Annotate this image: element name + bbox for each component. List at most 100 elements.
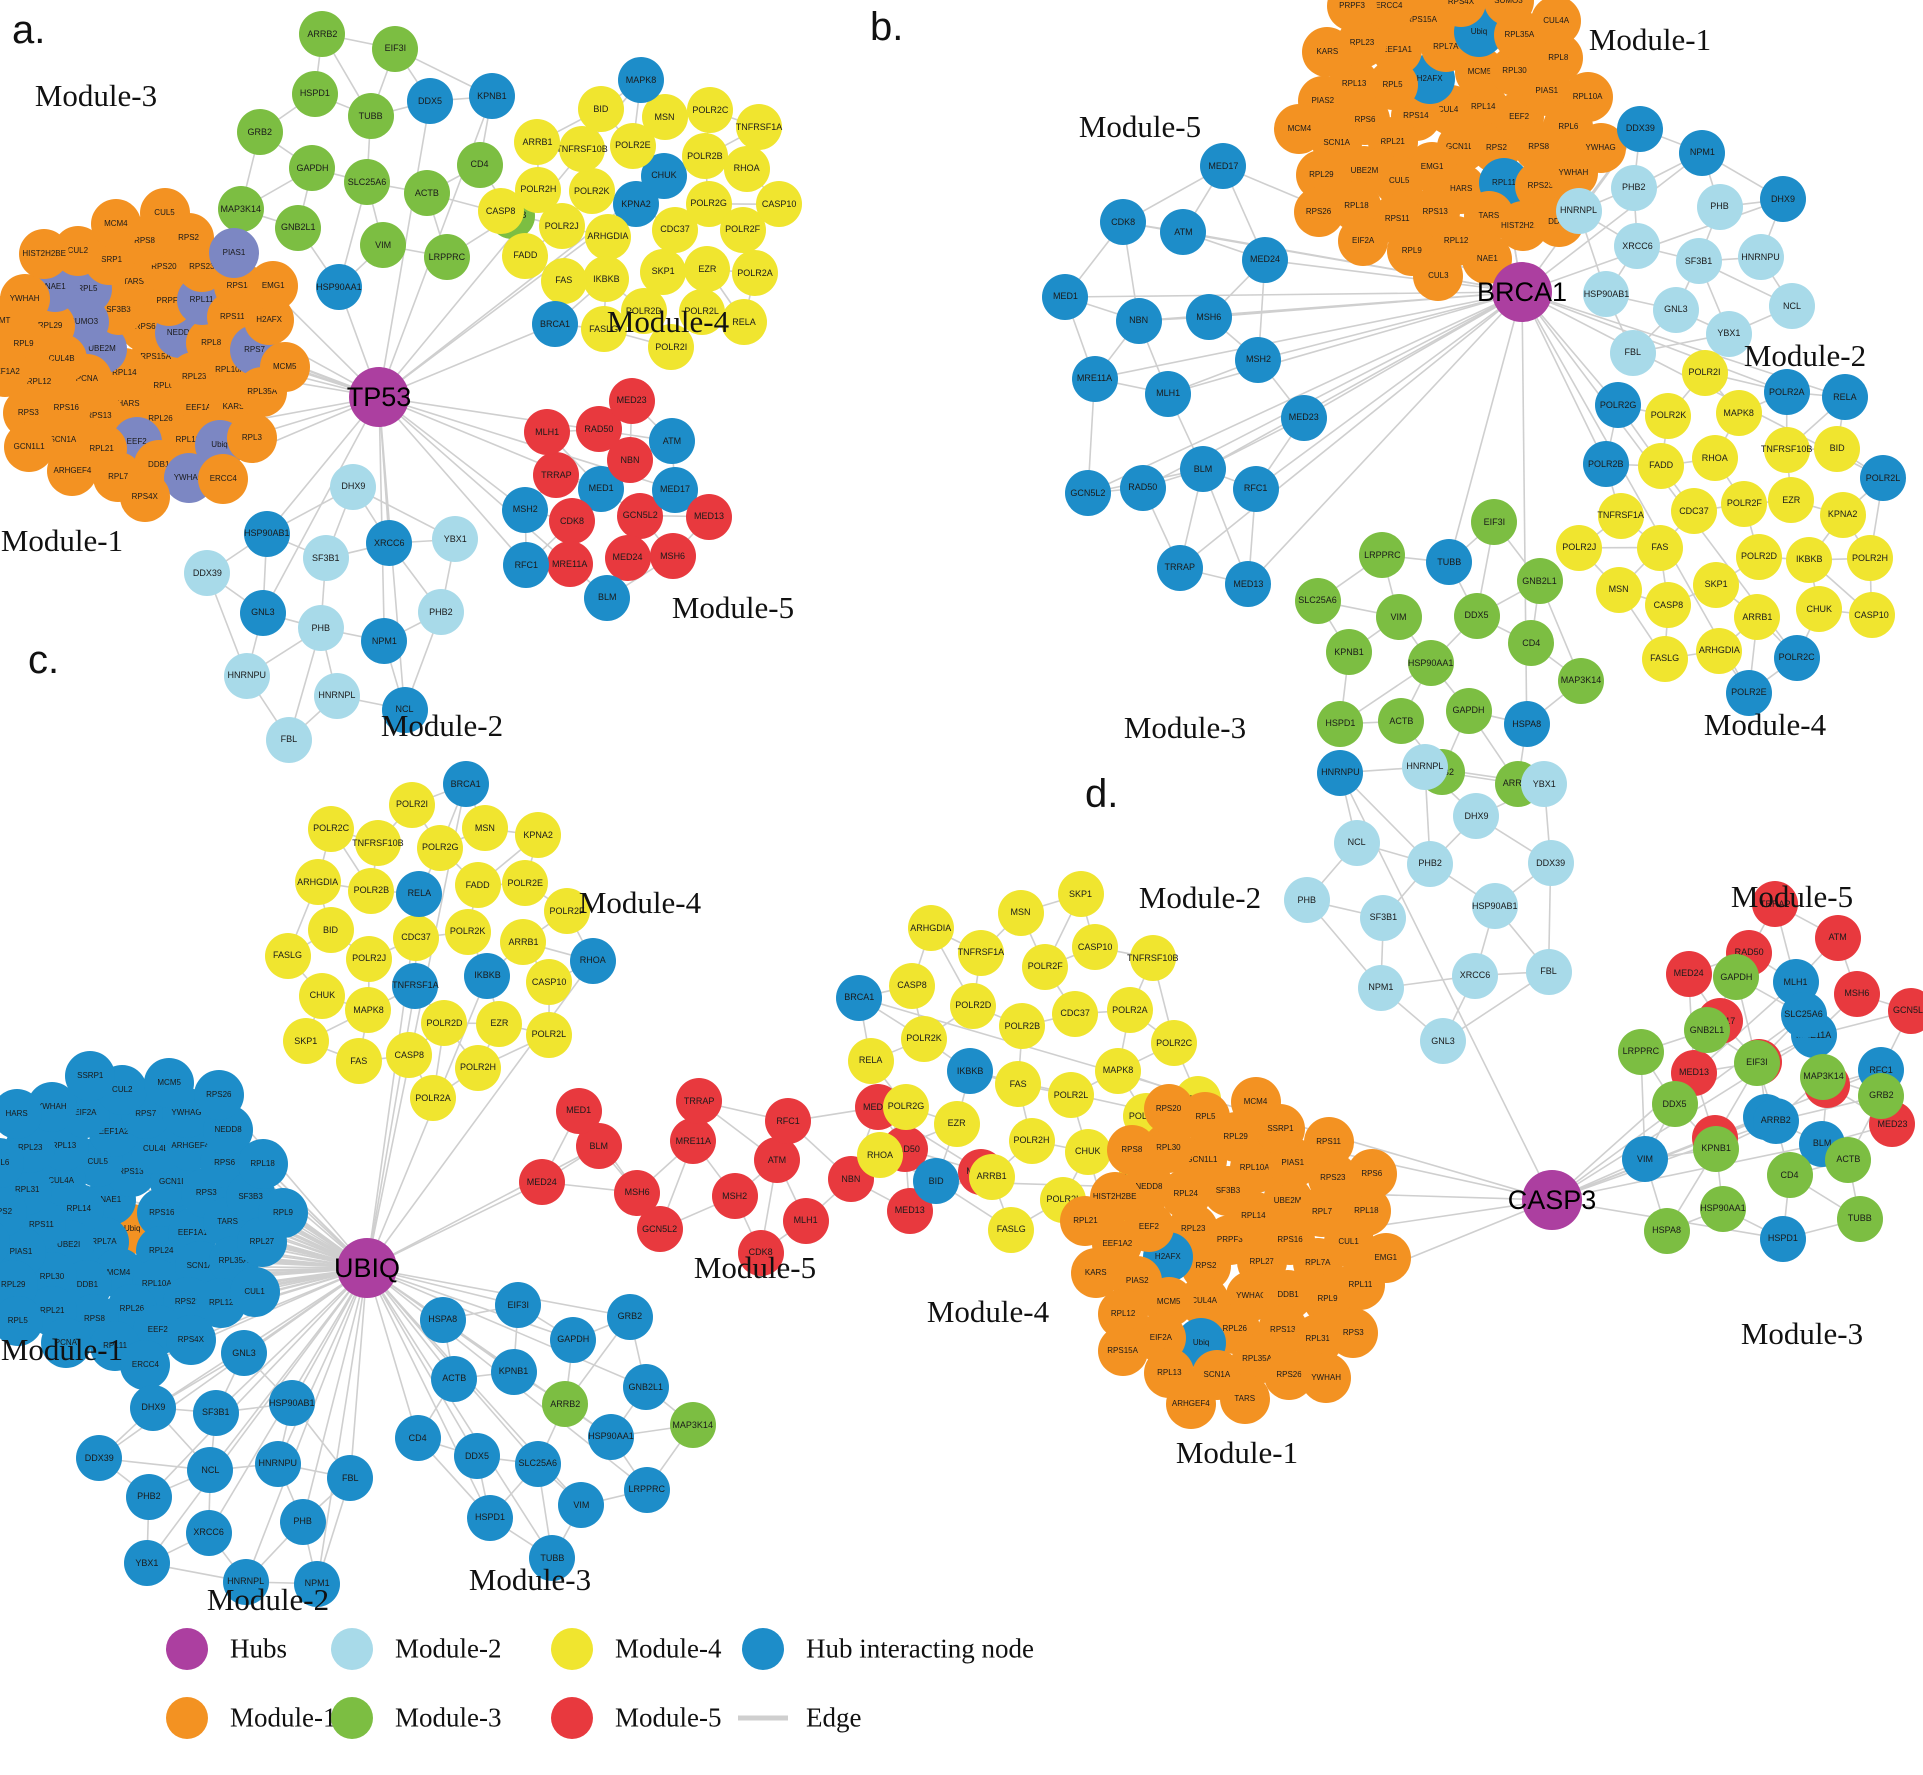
- node-slc25a6[interactable]: SLC25A6: [1780, 991, 1827, 1038]
- node-ddx39[interactable]: DDX39: [76, 1435, 123, 1482]
- node-faslg[interactable]: FASLG: [580, 306, 627, 353]
- node-polr2i[interactable]: POLR2I: [1681, 349, 1728, 396]
- node-cd4[interactable]: CD4: [1508, 620, 1555, 667]
- node-blm[interactable]: BLM: [584, 574, 631, 621]
- node-hsp90aa1[interactable]: HSP90AA1: [587, 1413, 634, 1460]
- node-gnb2l1[interactable]: GNB2L1: [622, 1364, 669, 1411]
- node-gcn5l2[interactable]: GCN5L2: [1064, 470, 1111, 517]
- node-ddx39[interactable]: DDX39: [1527, 840, 1574, 887]
- node-hspa8[interactable]: HSPA8: [1643, 1207, 1690, 1254]
- node-rfc1[interactable]: RFC1: [765, 1098, 812, 1145]
- node-hnrnpu[interactable]: HNRNPU: [254, 1440, 301, 1487]
- node-hnrnpu[interactable]: HNRNPU: [1317, 749, 1364, 796]
- node-med23[interactable]: MED23: [1280, 394, 1327, 441]
- node-blm[interactable]: BLM: [1180, 446, 1226, 493]
- node-med1[interactable]: MED1: [555, 1087, 602, 1134]
- node-vim[interactable]: VIM: [1375, 594, 1422, 641]
- node-rps8[interactable]: RPS8: [1106, 1124, 1157, 1175]
- node-chuk[interactable]: CHUK: [1796, 586, 1843, 633]
- node-med24[interactable]: MED24: [1241, 236, 1288, 283]
- node-hspd1[interactable]: HSPD1: [1317, 700, 1364, 747]
- node-cdk8[interactable]: CDK8: [1100, 199, 1147, 246]
- node-polr2c[interactable]: POLR2C: [308, 805, 355, 852]
- node-phb[interactable]: PHB: [297, 605, 344, 652]
- node-tnfrsf10b[interactable]: TNFRSF10B: [556, 126, 608, 173]
- node-hnrnpl[interactable]: HNRNPL: [222, 1558, 269, 1605]
- node-hsp90ab1[interactable]: HSP90AB1: [1471, 883, 1518, 930]
- node-ezr[interactable]: EZR: [1768, 477, 1815, 524]
- node-fbl[interactable]: FBL: [1609, 329, 1656, 376]
- node-arrb2[interactable]: ARRB2: [299, 11, 346, 57]
- node-skp1[interactable]: SKP1: [640, 248, 687, 295]
- node-rad50[interactable]: RAD50: [1119, 464, 1166, 511]
- node-mcm4[interactable]: MCM4: [1230, 1077, 1281, 1128]
- node-vim[interactable]: VIM: [558, 1482, 605, 1529]
- node-gapdh[interactable]: GAPDH: [289, 145, 336, 192]
- hub-casp3[interactable]: CASP3: [1508, 1170, 1596, 1230]
- node-polr2h[interactable]: POLR2H: [1847, 535, 1894, 582]
- node-polr2b[interactable]: POLR2B: [1582, 441, 1629, 488]
- node-ezr[interactable]: EZR: [684, 246, 731, 293]
- node-polr2k[interactable]: POLR2K: [1645, 392, 1692, 439]
- node-fadd[interactable]: FADD: [454, 862, 501, 909]
- node-ddx5[interactable]: DDX5: [1453, 592, 1500, 639]
- node-brca1[interactable]: BRCA1: [836, 974, 883, 1021]
- node-atm[interactable]: ATM: [648, 418, 695, 465]
- node-ncl[interactable]: NCL: [1769, 283, 1815, 330]
- node-mlh1[interactable]: MLH1: [782, 1197, 829, 1244]
- node-rela[interactable]: RELA: [1821, 374, 1868, 421]
- node-hsp90ab1[interactable]: HSP90AB1: [268, 1380, 315, 1427]
- node-hsp90aa1[interactable]: HSP90AA1: [315, 264, 362, 311]
- node-med24[interactable]: MED24: [518, 1159, 565, 1206]
- node-casp8[interactable]: CASP8: [1645, 582, 1692, 629]
- node-casp10[interactable]: CASP10: [1072, 924, 1119, 971]
- node-tnfrsf1a[interactable]: TNFRSF1A: [1597, 492, 1644, 539]
- node-arhgdia[interactable]: ARHGDIA: [907, 905, 954, 952]
- node-arrb2[interactable]: ARRB2: [1752, 1097, 1799, 1144]
- node-rhoa[interactable]: RHOA: [723, 145, 770, 192]
- node-cd4[interactable]: CD4: [394, 1415, 441, 1462]
- node-gapdh[interactable]: GAPDH: [1445, 687, 1492, 734]
- node-chuk[interactable]: CHUK: [299, 972, 346, 1019]
- node-rps20[interactable]: RPS20: [0, 1217, 11, 1268]
- node-polr2i[interactable]: POLR2I: [648, 324, 695, 371]
- node-sf3b1[interactable]: SF3B1: [1675, 238, 1722, 285]
- node-cdk8[interactable]: CDK8: [548, 498, 595, 545]
- node-polr2l[interactable]: POLR2L: [1860, 455, 1907, 502]
- node-polr2d[interactable]: POLR2D: [950, 982, 997, 1029]
- node-grb2[interactable]: GRB2: [606, 1293, 653, 1340]
- node-bid[interactable]: BID: [307, 907, 354, 954]
- node-phb2[interactable]: PHB2: [1407, 840, 1454, 887]
- node-casp10[interactable]: CASP10: [1848, 592, 1895, 639]
- node-hist2h2be[interactable]: HIST2H2BE: [19, 229, 70, 280]
- node-phb2[interactable]: PHB2: [417, 589, 464, 636]
- node-med24[interactable]: MED24: [604, 534, 651, 581]
- node-polr2l[interactable]: POLR2L: [525, 1011, 572, 1058]
- node-rad50[interactable]: RAD50: [575, 406, 622, 453]
- node-sf3b1[interactable]: SF3B1: [1360, 894, 1407, 941]
- node-mcm4[interactable]: MCM4: [90, 199, 141, 250]
- node-actb[interactable]: ACTB: [1825, 1136, 1872, 1183]
- node-gapdh[interactable]: GAPDH: [550, 1316, 597, 1363]
- node-rps6[interactable]: RPS6: [1346, 1148, 1397, 1199]
- node-mre11a[interactable]: MRE11A: [670, 1118, 717, 1165]
- node-hspd1[interactable]: HSPD1: [1759, 1215, 1806, 1262]
- node-cdc37[interactable]: CDC37: [1670, 488, 1717, 535]
- node-cul1[interactable]: CUL1: [229, 1266, 280, 1317]
- node-polr2a[interactable]: POLR2A: [1763, 369, 1810, 415]
- node-ikbkb[interactable]: IKBKB: [1786, 536, 1833, 583]
- node-mgmt[interactable]: MGMT: [0, 296, 24, 347]
- node-kars[interactable]: KARS: [1070, 1247, 1121, 1298]
- node-gcn1l1[interactable]: GCN1L1: [4, 422, 55, 473]
- node-rela[interactable]: RELA: [396, 870, 443, 917]
- node-faslg[interactable]: FASLG: [264, 932, 311, 979]
- node-fadd[interactable]: FADD: [502, 232, 549, 279]
- node-tnfrsf1a[interactable]: TNFRSF1A: [736, 104, 782, 151]
- node-rhoa[interactable]: RHOA: [1691, 435, 1738, 482]
- node-msn[interactable]: MSN: [641, 94, 688, 141]
- node-dhx9[interactable]: DHX9: [130, 1384, 177, 1431]
- node-rps4x[interactable]: RPS4X: [119, 472, 170, 523]
- node-cd4[interactable]: CD4: [456, 141, 503, 188]
- node-hsp90aa1[interactable]: HSP90AA1: [1699, 1185, 1746, 1232]
- node-rps20[interactable]: RPS20: [1143, 1084, 1194, 1135]
